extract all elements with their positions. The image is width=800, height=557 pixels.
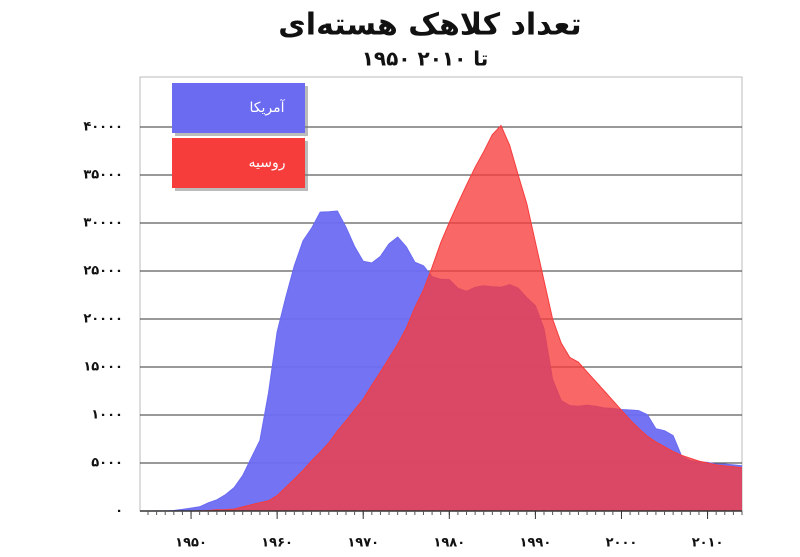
y-tick-label: ۳۰۰۰۰ [83, 216, 123, 231]
x-tick-label: ۱۹۶۰ [261, 536, 293, 551]
chart-subtitle: ۱۹۵۰ تا ۲۰۱۰ [362, 47, 489, 71]
legend-label: آمریکا [249, 99, 285, 116]
y-tick-label: ۰ [115, 504, 123, 519]
area-fill [148, 125, 742, 511]
y-tick-label: ۲۰۰۰۰ [83, 312, 123, 327]
legend-label: روسیه [249, 155, 286, 171]
x-tick-label: ۲۰۱۰ [692, 536, 724, 551]
legend-swatch [172, 138, 305, 188]
y-tick-label: ۴۰۰۰۰ [83, 120, 123, 135]
x-tick-label: ۱۹۷۰ [347, 536, 379, 551]
legend-swatch [172, 83, 305, 133]
x-tick-label: ۱۹۵۰ [175, 536, 207, 551]
y-tick-label: ۳۵۰۰۰ [83, 168, 123, 183]
x-tick-label: ۱۹۸۰ [433, 536, 465, 551]
x-tick-label: ۱۹۹۰ [520, 536, 552, 551]
area-outline [148, 124, 743, 512]
y-tick-label: ۲۵۰۰۰ [83, 264, 123, 279]
y-tick-label: ۱۵۰۰۰ [83, 360, 123, 375]
y-tick-label: ۱۰۰۰ [91, 408, 123, 423]
y-tick-label: ۵۰۰۰ [91, 456, 123, 471]
x-tick-label: ۲۰۰۰ [606, 536, 638, 551]
chart-title: تعداد کلاهک هسته‌ای [278, 8, 581, 43]
